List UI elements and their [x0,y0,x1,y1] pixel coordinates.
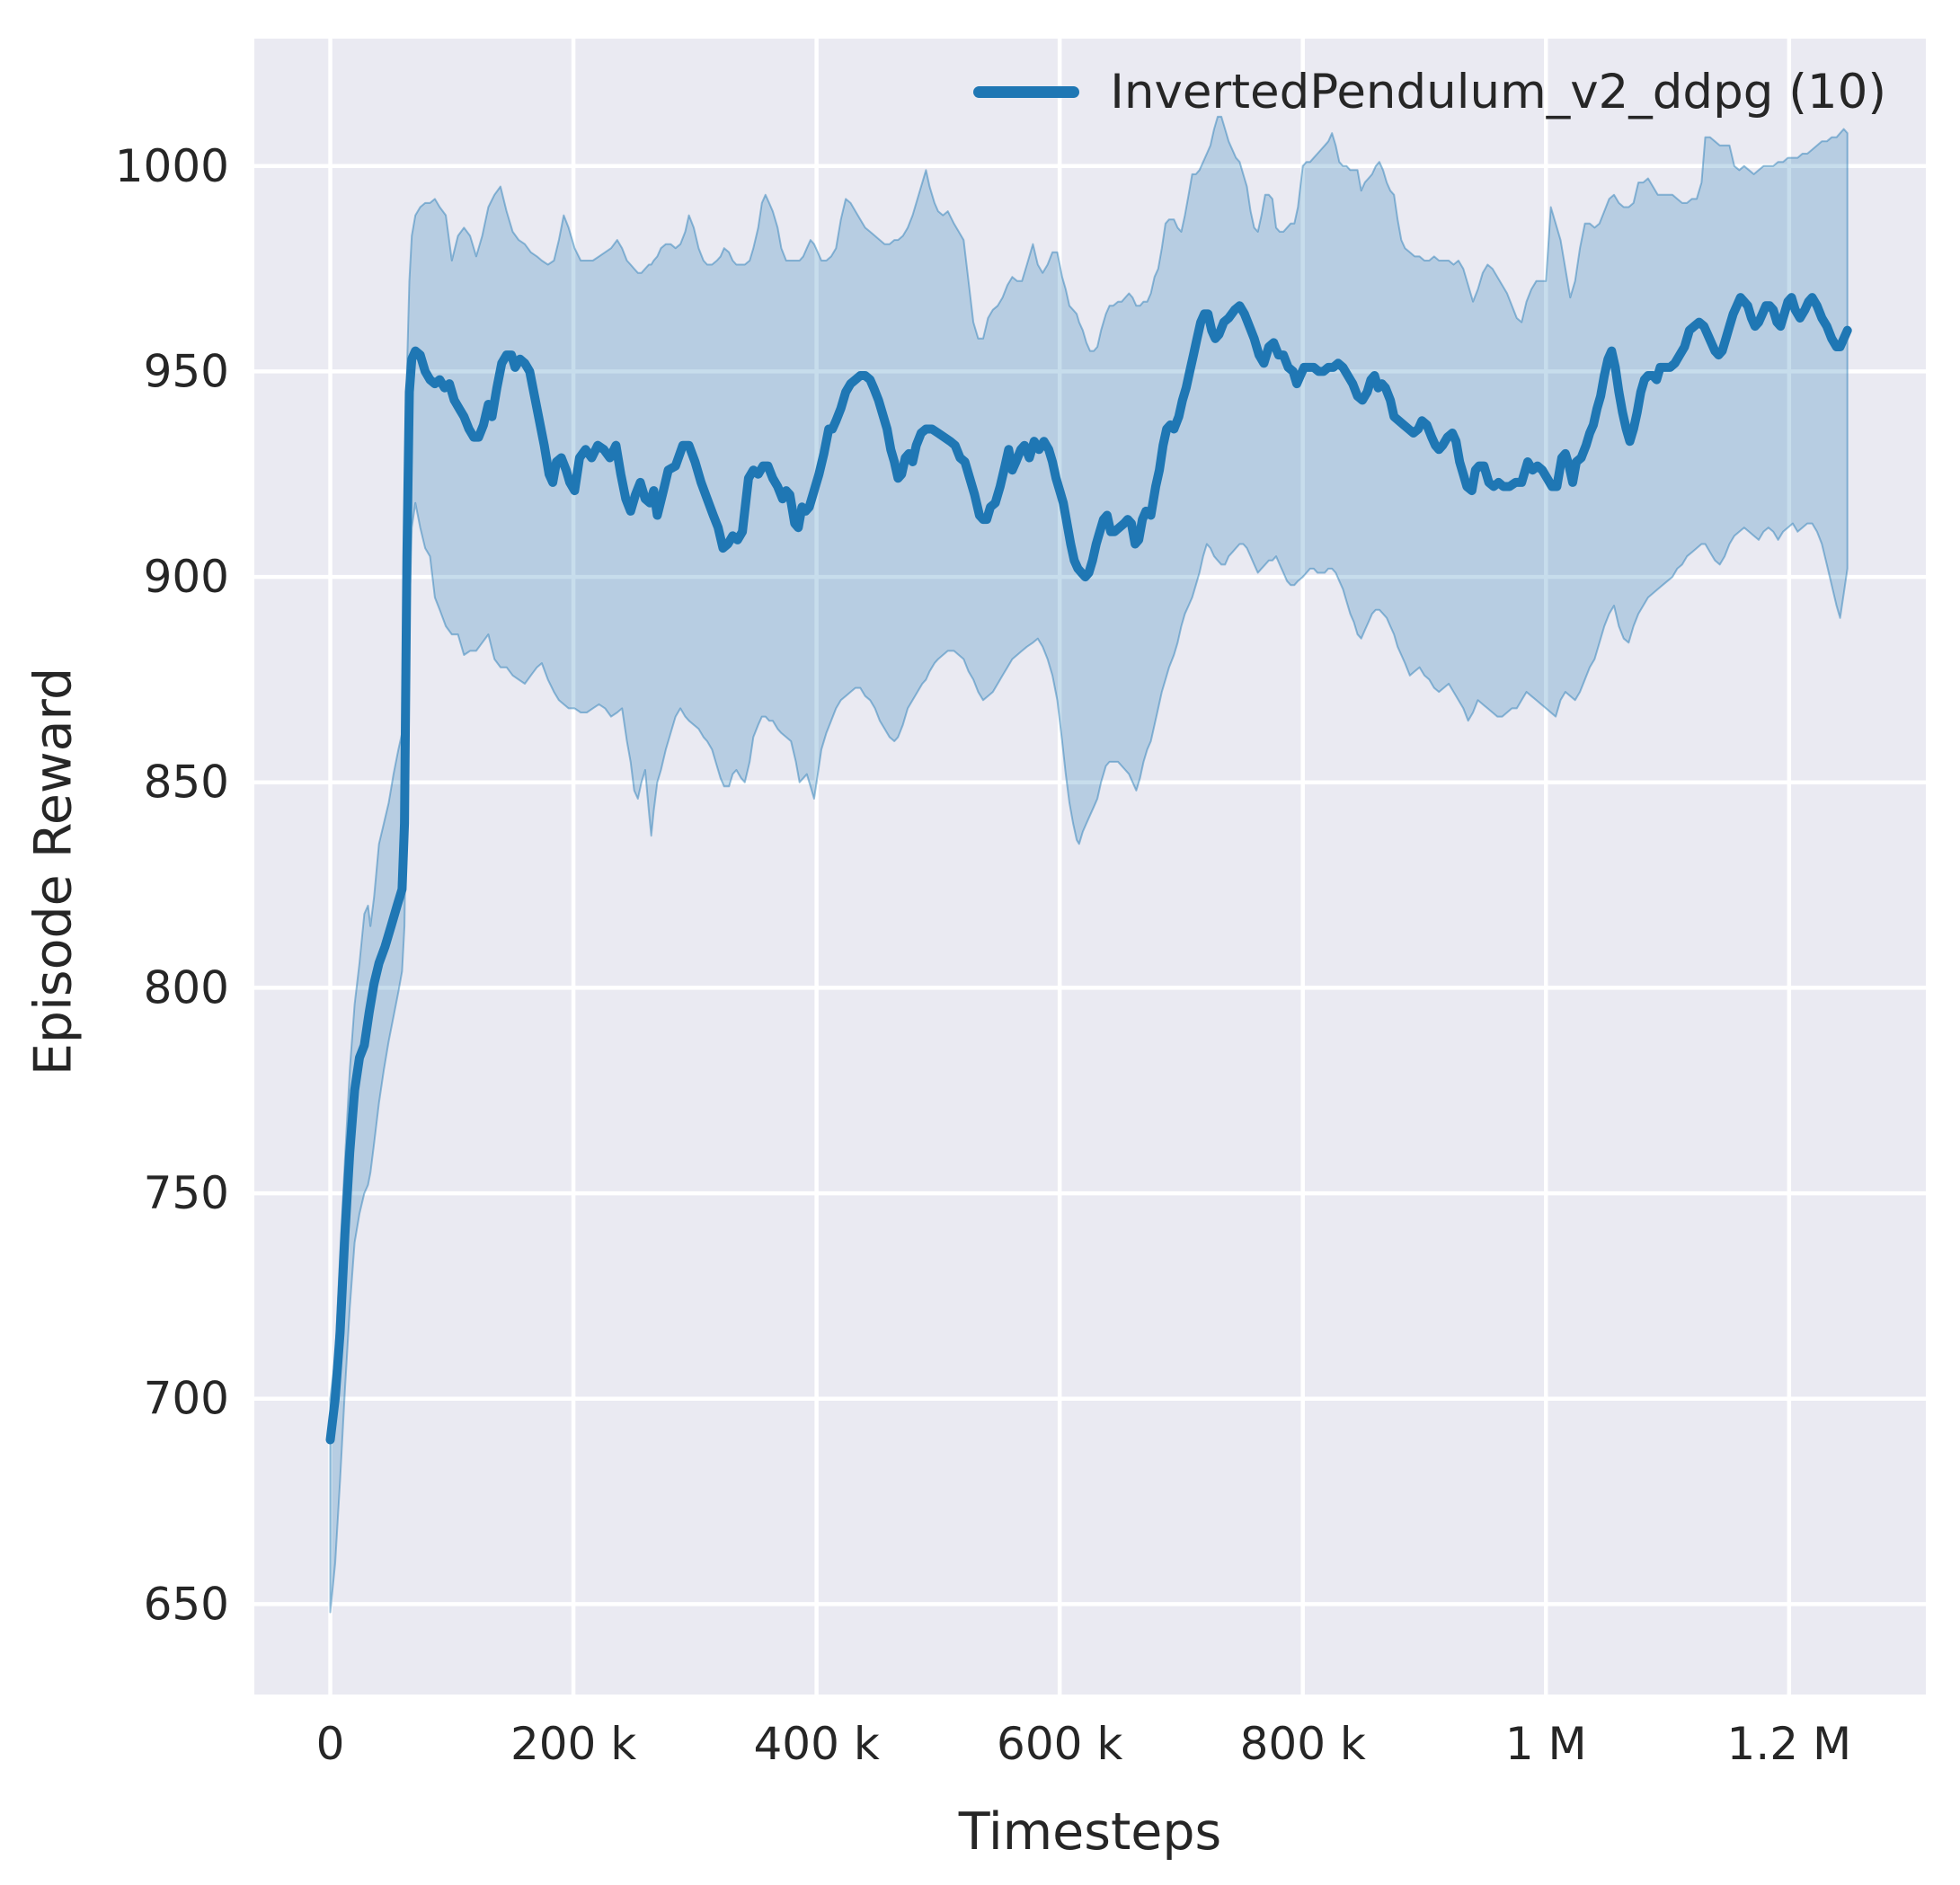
y-tick-label: 700 [144,1373,229,1425]
legend-line-icon [973,86,1080,98]
y-tick-label: 950 [144,345,229,397]
mean-reward-line [325,293,1852,1445]
x-tick-label: 1.2 M [1727,1718,1852,1770]
y-tick-label: 900 [144,551,229,603]
y-axis-label: Episode Reward [23,667,84,1076]
y-tick-label: 750 [144,1167,229,1219]
y-tick-label: 850 [144,757,229,809]
y-tick-label: 1000 [115,140,229,192]
legend: InvertedPendulum_v2_ddpg (10) [973,65,1886,119]
x-tick-label: 200 k [510,1718,636,1770]
x-tick-label: 1 M [1505,1718,1587,1770]
plot-area [254,39,1926,1695]
x-tick-label: 0 [316,1718,345,1770]
y-tick-label: 650 [144,1578,229,1630]
x-tick-label: 800 k [1240,1718,1366,1770]
x-axis-label: Timesteps [958,1802,1222,1862]
y-tick-label: 800 [144,961,229,1013]
x-tick-label: 600 k [997,1718,1122,1770]
legend-label: InvertedPendulum_v2_ddpg (10) [1110,65,1886,119]
x-tick-label: 400 k [753,1718,879,1770]
